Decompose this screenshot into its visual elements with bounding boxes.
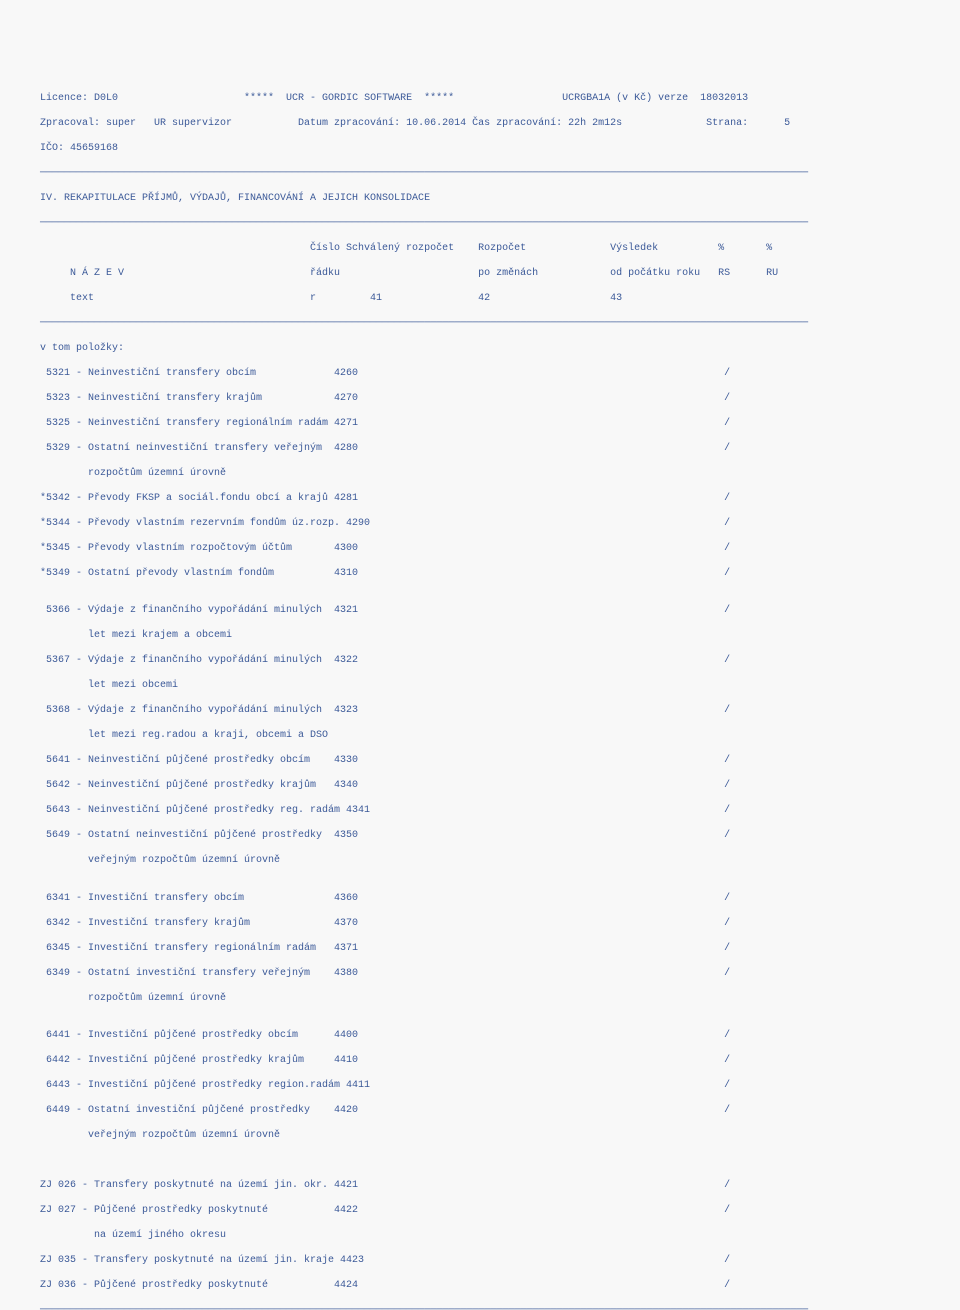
table-row: veřejným rozpočtům územní úrovně: [40, 855, 920, 868]
rule: ────────────────────────────────────────…: [40, 168, 920, 181]
table-row: 6441 - Investiční půjčené prostředky obc…: [40, 1030, 920, 1043]
table-row: 5367 - Výdaje z finančního vypořádání mi…: [40, 655, 920, 668]
table-row: 6442 - Investiční půjčené prostředky kra…: [40, 1055, 920, 1068]
rule: ────────────────────────────────────────…: [40, 1305, 920, 1310]
rule: ────────────────────────────────────────…: [40, 218, 920, 231]
table-row: 5366 - Výdaje z finančního vypořádání mi…: [40, 605, 920, 618]
table-row: 5649 - Ostatní neinvestiční půjčené pros…: [40, 830, 920, 843]
table-row: *5342 - Převody FKSP a sociál.fondu obcí…: [40, 493, 920, 506]
table-row: let mezi reg.radou a kraji, obcemi a DSO: [40, 730, 920, 743]
table-row: 6349 - Ostatní investiční transfery veře…: [40, 968, 920, 981]
table-row: let mezi krajem a obcemi: [40, 630, 920, 643]
table-row: veřejným rozpočtům územní úrovně: [40, 1130, 920, 1143]
table-row: rozpočtům územní úrovně: [40, 468, 920, 481]
col-header-1: Číslo Schválený rozpočet Rozpočet Výsled…: [40, 243, 920, 256]
header-line-2: Zpracoval: super UR supervizor Datum zpr…: [40, 118, 920, 131]
table-row: 5643 - Neinvestiční půjčené prostředky r…: [40, 805, 920, 818]
table-row: 5321 - Neinvestiční transfery obcím 4260…: [40, 368, 920, 381]
table-row: 5329 - Ostatní neinvestiční transfery ve…: [40, 443, 920, 456]
table-row: 6341 - Investiční transfery obcím 4360 /: [40, 893, 920, 906]
table-row: 5323 - Neinvestiční transfery krajům 427…: [40, 393, 920, 406]
table-row: 6342 - Investiční transfery krajům 4370 …: [40, 918, 920, 931]
table-row: 5642 - Neinvestiční půjčené prostředky k…: [40, 780, 920, 793]
table-row: 5325 - Neinvestiční transfery regionální…: [40, 418, 920, 431]
table-row: 5368 - Výdaje z finančního vypořádání mi…: [40, 705, 920, 718]
table-row: 5641 - Neinvestiční půjčené prostředky o…: [40, 755, 920, 768]
table-row: ZJ 036 - Půjčené prostředky poskytnuté 4…: [40, 1280, 920, 1293]
col-header-3: text r 41 42 43: [40, 293, 920, 306]
table-row: 6443 - Investiční půjčené prostředky reg…: [40, 1080, 920, 1093]
table-row: *5344 - Převody vlastním rezervním fondů…: [40, 518, 920, 531]
table-row: 6345 - Investiční transfery regionálním …: [40, 943, 920, 956]
report-page: Licence: D0L0 ***** UCR - GORDIC SOFTWAR…: [40, 80, 920, 1310]
subheading: v tom položky:: [40, 343, 920, 356]
rule: ────────────────────────────────────────…: [40, 318, 920, 331]
col-header-2: N Á Z E V řádku po změnách od počátku ro…: [40, 268, 920, 281]
table-row: 6449 - Ostatní investiční půjčené prostř…: [40, 1105, 920, 1118]
table-row: *5345 - Převody vlastním rozpočtovým účt…: [40, 543, 920, 556]
table-row: let mezi obcemi: [40, 680, 920, 693]
table-row: ZJ 035 - Transfery poskytnuté na území j…: [40, 1255, 920, 1268]
table-row: *5349 - Ostatní převody vlastním fondům …: [40, 568, 920, 581]
table-row: rozpočtům územní úrovně: [40, 993, 920, 1006]
table-row: na území jiného okresu: [40, 1230, 920, 1243]
table-row: ZJ 027 - Půjčené prostředky poskytnuté 4…: [40, 1205, 920, 1218]
table-row: ZJ 026 - Transfery poskytnuté na území j…: [40, 1180, 920, 1193]
section-title: IV. REKAPITULACE PŘÍJMŮ, VÝDAJŮ, FINANCO…: [40, 193, 920, 206]
header-line-3: IČO: 45659168: [40, 143, 920, 156]
header-line-1: Licence: D0L0 ***** UCR - GORDIC SOFTWAR…: [40, 93, 920, 106]
